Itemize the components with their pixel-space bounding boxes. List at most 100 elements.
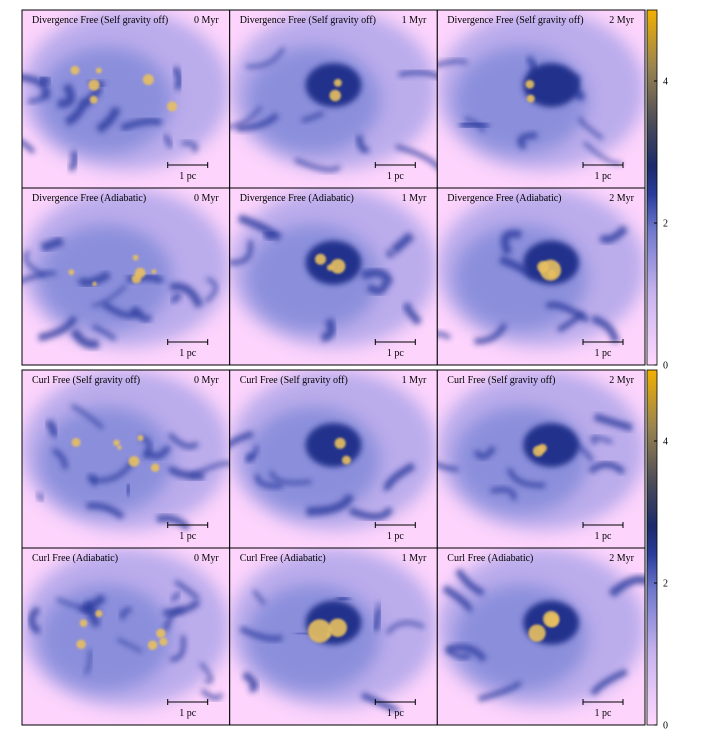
- colorbar-tick-label: 4: [663, 77, 668, 88]
- dense-clump: [92, 281, 97, 287]
- dense-clump: [128, 455, 140, 467]
- filament: [372, 603, 383, 632]
- scale-bar: [374, 339, 416, 345]
- scale-bar: [374, 699, 416, 705]
- panel-time: 1 Myr: [402, 375, 427, 386]
- dense-clump: [79, 619, 88, 627]
- filament: [79, 593, 107, 613]
- panel-title: Divergence Free (Adiabatic): [240, 193, 354, 204]
- filament: [95, 106, 121, 134]
- filament: [199, 661, 213, 684]
- filament: [120, 118, 163, 132]
- scale-label: 1 pc: [179, 171, 197, 182]
- filament: [170, 635, 186, 662]
- filament: [172, 66, 183, 92]
- panel-time: 0 Myr: [194, 553, 219, 564]
- filament: [500, 229, 523, 256]
- scale-bar: [374, 162, 416, 168]
- density-map: [229, 548, 438, 725]
- panel-border: [436, 547, 646, 726]
- dense-clump: [113, 439, 120, 446]
- filament: [239, 626, 284, 642]
- panel-title: Curl Free (Self gravity off): [447, 375, 555, 386]
- scale-bar: [374, 522, 416, 528]
- scale-bar: [582, 699, 624, 705]
- filament: [254, 473, 283, 489]
- filament: [245, 47, 285, 69]
- filament: [473, 445, 496, 460]
- filament: [395, 144, 438, 170]
- core: [523, 63, 580, 108]
- filament: [460, 120, 489, 130]
- dense-clump: [326, 264, 334, 271]
- filament: [120, 606, 132, 621]
- density-map: [437, 370, 645, 548]
- panel-title: Curl Free (Adiabatic): [447, 553, 533, 564]
- filament: [167, 432, 200, 449]
- panel: Curl Free (Adiabatic) 0 Myr 1 pc: [21, 547, 231, 726]
- filament: [86, 502, 125, 520]
- panel: Curl Free (Self gravity off) 0 Myr 1 pc: [21, 369, 231, 549]
- filament: [241, 671, 259, 694]
- filament: [403, 303, 422, 326]
- dense-clump: [70, 65, 80, 75]
- filament: [253, 590, 266, 606]
- filament: [474, 322, 508, 345]
- filament: [588, 461, 626, 475]
- dense-clump: [76, 639, 86, 650]
- panel-time: 2 Myr: [609, 375, 634, 386]
- filament: [57, 83, 76, 108]
- filament: [383, 462, 416, 492]
- filament: [229, 105, 263, 129]
- dense-clump: [95, 67, 102, 74]
- filament: [91, 324, 116, 341]
- filament: [356, 135, 371, 153]
- filament: [437, 59, 469, 67]
- scale-label: 1 pc: [595, 348, 613, 359]
- scale-bar: [582, 162, 624, 168]
- dense-clump: [525, 79, 535, 89]
- filament: [398, 70, 438, 79]
- filament: [169, 282, 204, 309]
- filament: [89, 460, 135, 483]
- density-map: [22, 188, 230, 365]
- panel: Divergence Free (Adiabatic) 0 Myr 1 pc: [21, 187, 231, 366]
- filament: [385, 621, 425, 635]
- panel-border: [436, 187, 646, 366]
- dense-clump: [88, 79, 100, 91]
- filament: [583, 141, 622, 165]
- scale-label: 1 pc: [595, 531, 613, 542]
- filament: [442, 584, 472, 614]
- filament: [52, 447, 68, 470]
- filament: [236, 112, 280, 132]
- scale-label: 1 pc: [595, 708, 613, 719]
- core: [523, 423, 580, 468]
- dense-clump: [307, 619, 332, 643]
- dense-clump: [333, 78, 342, 87]
- filament: [163, 134, 173, 148]
- filament: [506, 467, 546, 488]
- dense-clump: [68, 269, 75, 276]
- filament: [490, 487, 517, 501]
- filament: [578, 116, 604, 141]
- scale-bar: [582, 522, 624, 528]
- dense-clump: [135, 267, 146, 279]
- panel-time: 1 Myr: [402, 193, 427, 204]
- filament: [229, 430, 254, 448]
- scale-label: 1 pc: [595, 171, 613, 182]
- panel-title: Divergence Free (Self gravity off): [240, 15, 376, 26]
- density-map: [22, 370, 230, 548]
- filament: [246, 444, 259, 461]
- density-map: [437, 188, 645, 365]
- scale-label: 1 pc: [179, 708, 197, 719]
- filament: [22, 139, 35, 154]
- dense-clump: [117, 445, 122, 450]
- dense-clump: [548, 269, 557, 278]
- filament: [36, 491, 44, 501]
- filament: [348, 506, 394, 521]
- density-map: [437, 548, 645, 725]
- filament: [101, 301, 140, 319]
- density-map: [229, 370, 438, 548]
- panel: Divergence Free (Adiabatic) 2 Myr 1 pc: [436, 187, 646, 366]
- colorbar-tick-label: 0: [663, 361, 668, 372]
